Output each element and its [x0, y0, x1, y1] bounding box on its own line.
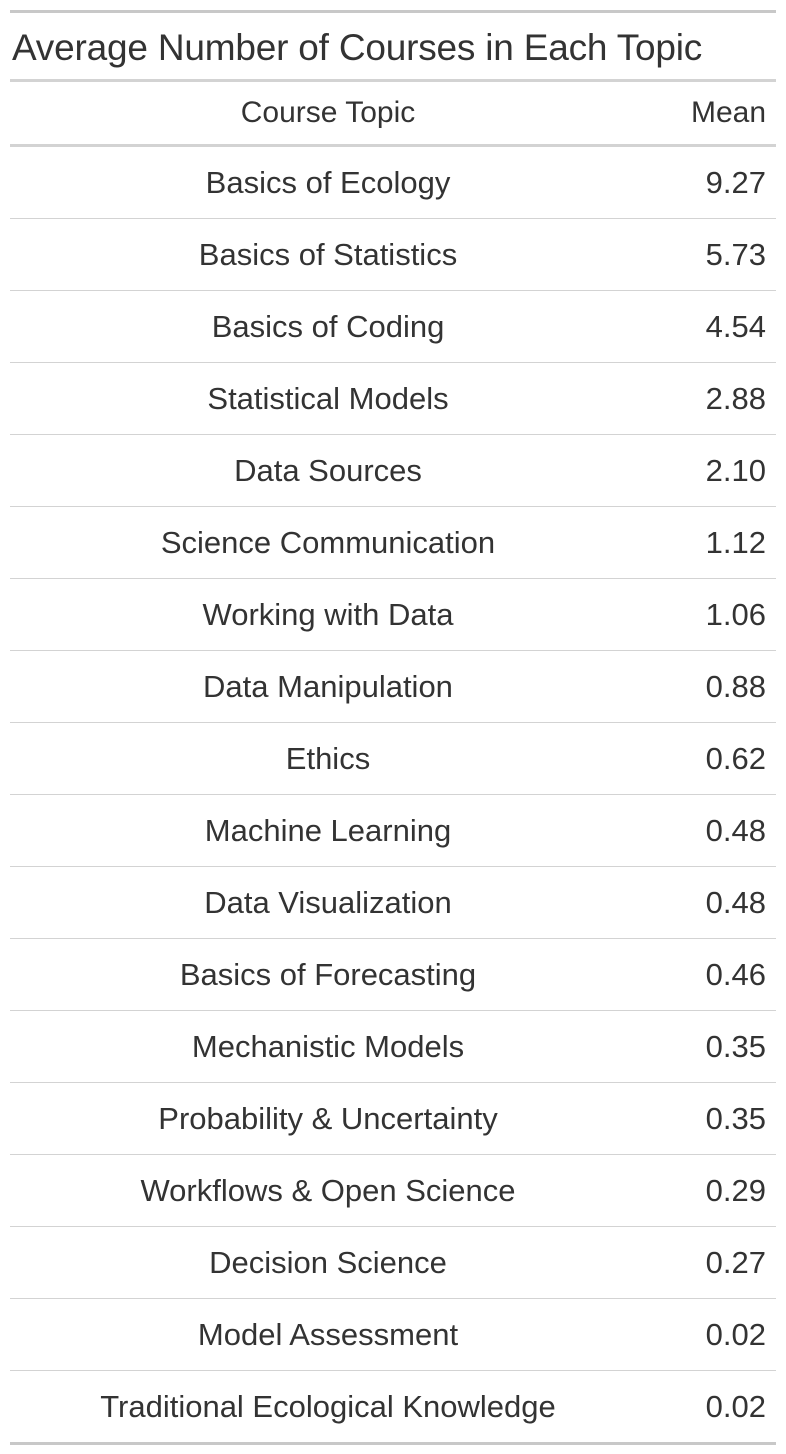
table-row: Model Assessment 0.02 [10, 1299, 776, 1371]
table-row: Basics of Forecasting 0.46 [10, 939, 776, 1011]
bottom-rule [10, 1442, 776, 1445]
table-row: Workflows & Open Science 0.29 [10, 1155, 776, 1227]
cell-course-topic: Decision Science [209, 1244, 447, 1280]
table-row: Data Manipulation 0.88 [10, 651, 776, 723]
cell-course-topic: Traditional Ecological Knowledge [100, 1388, 556, 1424]
cell-mean: 0.27 [705, 1244, 766, 1280]
cell-mean: 0.02 [705, 1316, 766, 1352]
top-rule [10, 10, 776, 13]
cell-course-topic: Basics of Statistics [198, 236, 458, 272]
cell-course-topic: Data Manipulation [203, 668, 453, 704]
cell-mean: 0.88 [705, 668, 766, 704]
cell-mean: 5.73 [705, 236, 766, 272]
table-row: Basics of Coding 4.54 [10, 291, 776, 363]
cell-course-topic: Basics of Ecology [205, 164, 451, 200]
table-row: Decision Science 0.27 [10, 1227, 776, 1299]
table-row: Ethics 0.62 [10, 723, 776, 795]
cell-mean: 0.35 [705, 1100, 766, 1136]
cell-mean: 4.54 [705, 308, 766, 344]
cell-mean: 0.48 [705, 884, 766, 920]
table-row: Machine Learning 0.48 [10, 795, 776, 867]
cell-course-topic: Machine Learning [204, 812, 452, 848]
cell-mean: 0.48 [705, 812, 766, 848]
cell-course-topic: Statistical Models [207, 380, 449, 416]
cell-course-topic: Basics of Coding [211, 308, 445, 344]
cell-mean: 0.62 [705, 740, 766, 776]
header-rule [10, 144, 776, 147]
table-row: Statistical Models 2.88 [10, 363, 776, 435]
table-header: Course Topic Mean [10, 82, 776, 144]
cell-mean: 0.29 [705, 1172, 766, 1208]
cell-course-topic: Working with Data [202, 596, 454, 632]
table-row: Basics of Ecology 9.27 [10, 147, 776, 219]
cell-mean: 0.46 [705, 956, 766, 992]
title-rule [10, 79, 776, 82]
cell-course-topic: Probability & Uncertainty [158, 1100, 498, 1136]
cell-course-topic: Mechanistic Models [191, 1028, 465, 1064]
cell-course-topic: Data Visualization [204, 884, 452, 920]
table-row: Working with Data 1.06 [10, 579, 776, 651]
cell-course-topic: Workflows & Open Science [140, 1172, 516, 1208]
cell-mean: 0.02 [705, 1388, 766, 1424]
cell-mean: 9.27 [705, 164, 766, 200]
header-mean: Mean [690, 96, 766, 129]
cell-mean: 0.35 [705, 1028, 766, 1064]
table-row: Traditional Ecological Knowledge 0.02 [10, 1371, 776, 1442]
cell-mean: 1.06 [705, 596, 766, 632]
table-row: Data Sources 2.10 [10, 435, 776, 507]
table-title: Average Number of Courses in Each Topic [12, 27, 703, 68]
header-course-topic: Course Topic [240, 96, 416, 129]
table-row: Mechanistic Models 0.35 [10, 1011, 776, 1083]
cell-course-topic: Data Sources [234, 452, 422, 488]
cell-course-topic: Science Communication [160, 524, 496, 560]
cell-mean: 2.10 [705, 452, 766, 488]
cell-mean: 1.12 [705, 524, 766, 560]
table-row: Data Visualization 0.48 [10, 867, 776, 939]
cell-course-topic: Ethics [285, 740, 371, 776]
cell-mean: 2.88 [705, 380, 766, 416]
table-row: Basics of Statistics 5.73 [10, 219, 776, 291]
table-row: Probability & Uncertainty 0.35 [10, 1083, 776, 1155]
cell-course-topic: Basics of Forecasting [179, 956, 477, 992]
table-body: Basics of Ecology 9.27 Basics of Statistic… [10, 147, 776, 1442]
table-row: Science Communication 1.12 [10, 507, 776, 579]
summary-table: Average Number of Courses in Each Topic … [10, 10, 776, 1445]
cell-course-topic: Model Assessment [197, 1316, 459, 1352]
